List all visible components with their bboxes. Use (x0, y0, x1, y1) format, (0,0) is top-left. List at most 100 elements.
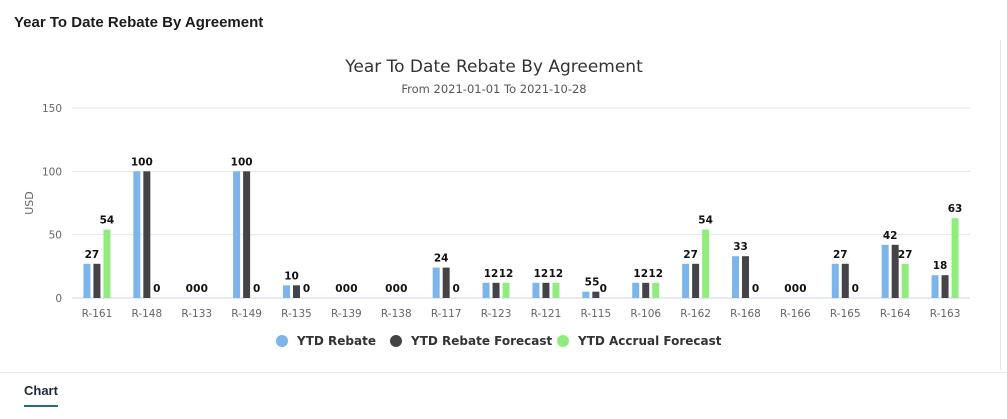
bar-0-r-135[interactable] (283, 285, 290, 298)
data-label: 0 (186, 283, 193, 295)
data-label: 0 (303, 283, 310, 295)
data-label: 0 (335, 283, 342, 295)
data-label: 27 (85, 249, 100, 261)
grid-lines (72, 107, 970, 299)
bar-0-r-106[interactable] (632, 282, 640, 298)
bar-1-r-164[interactable] (891, 244, 899, 298)
bar-2-r-163[interactable] (951, 218, 959, 298)
data-label: 33 (733, 241, 748, 253)
bar-0-r-123[interactable] (482, 282, 490, 298)
x-tick-label: R-165 (830, 308, 861, 320)
chart-container: Year To Date Rebate By Agreement From 20… (0, 40, 1007, 365)
bar-1-r-165[interactable] (841, 263, 849, 298)
bar-0-r-163[interactable] (931, 275, 939, 298)
y-tick-label: 150 (42, 103, 62, 115)
data-label: 12 (534, 268, 549, 280)
data-label: 18 (933, 260, 948, 272)
bar-0-r-168[interactable] (732, 256, 739, 298)
data-label: 100 (231, 156, 253, 168)
legend-marker[interactable] (276, 335, 288, 347)
bar-0-r-121[interactable] (532, 282, 540, 298)
legend-item[interactable]: YTD Accrual Forecast (577, 334, 722, 348)
data-label: 5 (585, 277, 592, 289)
x-tick-label: R-106 (630, 308, 661, 320)
bar-1-r-106[interactable] (642, 282, 650, 298)
x-tick-label: R-117 (431, 308, 462, 320)
data-label: 0 (792, 283, 799, 295)
legend-marker[interactable] (390, 335, 402, 347)
tab-chart[interactable]: Chart (24, 383, 58, 407)
data-label: 27 (683, 249, 698, 261)
chart-title: Year To Date Rebate By Agreement (344, 57, 643, 77)
bar-2-r-162[interactable] (702, 229, 710, 298)
legend-item[interactable]: YTD Rebate Forecast (410, 334, 552, 348)
bar-1-r-161[interactable] (93, 263, 101, 298)
x-tick-label: R-148 (131, 308, 162, 320)
data-label: 54 (100, 215, 115, 227)
x-tick-label: R-149 (231, 308, 262, 320)
data-label: 12 (484, 268, 499, 280)
data-label: 5 (592, 277, 599, 289)
panel-title: Year To Date Rebate By Agreement (14, 14, 264, 31)
data-label: 0 (385, 283, 392, 295)
data-label: 0 (752, 283, 759, 295)
y-tick-label: 50 (49, 230, 62, 242)
data-label: 12 (499, 268, 514, 280)
y-tick-label: 100 (42, 166, 62, 178)
tab-bar: Chart (0, 372, 1007, 419)
bar-1-r-117[interactable] (442, 267, 450, 298)
bar-2-r-106[interactable] (652, 282, 660, 298)
bar-2-r-121[interactable] (552, 282, 560, 298)
bar-2-r-123[interactable] (502, 282, 510, 298)
x-tick-label: R-168 (730, 308, 761, 320)
bar-0-r-115[interactable] (582, 291, 590, 298)
bar-1-r-163[interactable] (941, 275, 949, 298)
bar-0-r-148[interactable] (133, 171, 141, 298)
data-label: 0 (400, 283, 407, 295)
bar-1-r-168[interactable] (742, 256, 749, 298)
x-tick-label: R-166 (780, 308, 811, 320)
bar-1-r-135[interactable] (293, 285, 300, 298)
bar-1-r-148[interactable] (143, 171, 151, 298)
bar-1-r-162[interactable] (692, 263, 700, 298)
legend-item[interactable]: YTD Rebate (296, 334, 376, 348)
bar-0-r-149[interactable] (233, 171, 241, 298)
x-tick-label: R-163 (930, 308, 961, 320)
bar-2-r-161[interactable] (103, 229, 111, 298)
data-label: 12 (648, 268, 663, 280)
data-label: 42 (883, 230, 898, 242)
x-tick-label: R-121 (531, 308, 562, 320)
data-label: 63 (948, 203, 963, 215)
x-axis-ticks: R-161 R-148 R-133 R-149 R-135 R-139 R-138 R-117… (82, 308, 961, 320)
panel-border (1000, 40, 1001, 370)
data-label: 27 (898, 249, 913, 261)
data-label: 0 (201, 283, 208, 295)
data-label: 10 (284, 270, 299, 282)
bar-2-r-164[interactable] (901, 263, 909, 298)
x-tick-label: R-161 (82, 308, 113, 320)
data-label: 0 (393, 283, 400, 295)
bar-0-r-117[interactable] (432, 267, 440, 298)
bar-0-r-162[interactable] (682, 263, 690, 298)
bar-0-r-164[interactable] (881, 244, 889, 298)
y-tick-label: 0 (55, 293, 62, 305)
data-label: 12 (633, 268, 648, 280)
bar-0-r-161[interactable] (83, 263, 91, 298)
y-axis-ticks: 0 50 100 150 (42, 103, 62, 305)
data-label: 0 (453, 283, 460, 295)
data-label: 54 (698, 215, 713, 227)
bar-1-r-149[interactable] (243, 171, 251, 298)
data-label: 0 (193, 283, 200, 295)
legend-marker[interactable] (557, 335, 569, 347)
bar-1-r-121[interactable] (542, 282, 550, 298)
bar-1-r-115[interactable] (592, 291, 600, 298)
x-tick-label: R-139 (331, 308, 362, 320)
data-label: 0 (253, 283, 260, 295)
bar-0-r-165[interactable] (831, 263, 839, 298)
data-label: 12 (549, 268, 564, 280)
bar-1-r-123[interactable] (492, 282, 500, 298)
chart-subtitle: From 2021-01-01 To 2021-10-28 (401, 82, 586, 96)
x-tick-label: R-115 (580, 308, 611, 320)
legend: YTD Rebate YTD Rebate Forecast YTD Accrual… (276, 334, 722, 348)
